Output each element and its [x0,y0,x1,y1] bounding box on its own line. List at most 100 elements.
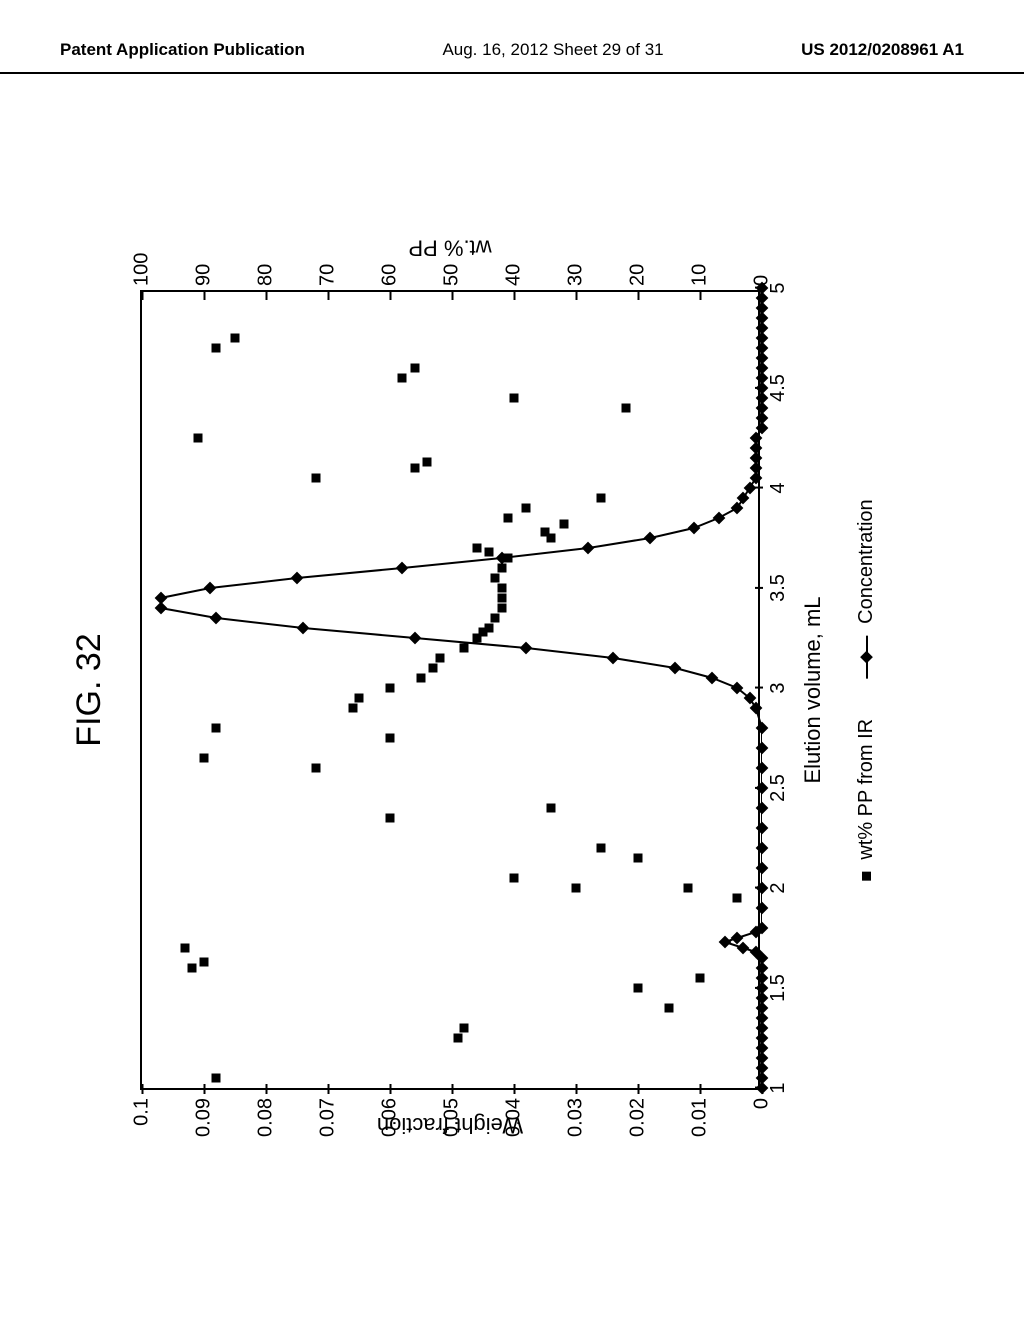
wtpp-marker [503,554,512,563]
wtpp-marker [212,344,221,353]
x-tick: 2.5 [767,774,790,802]
y-left-tick: 0.07 [317,1098,340,1158]
y-left-tick: 0.01 [689,1098,712,1158]
wtpp-marker [541,528,550,537]
wtpp-marker [485,624,494,633]
wtpp-marker [417,674,426,683]
y-left-tick: 0.09 [193,1098,216,1158]
y-right-tick: 0 [751,242,774,286]
wtpp-marker [572,884,581,893]
wtpp-marker [212,1074,221,1083]
y-right-tick: 100 [131,242,154,286]
y-left-tick: 0.04 [503,1098,526,1158]
figure-title: FIG. 32 [70,160,109,1220]
y-right-tick: 90 [193,242,216,286]
y-left-tick: 0.02 [627,1098,650,1158]
chart-plot-area: Weight fraction wt.% PP Elution volume, … [140,290,760,1090]
y-left-tick: 0.08 [255,1098,278,1158]
wtpp-marker [491,614,500,623]
wtpp-marker [497,594,506,603]
legend-item-concentration: Concentration [855,499,878,679]
wtpp-marker [510,874,519,883]
wtpp-marker [200,958,209,967]
figure-rotated: FIG. 32 Weight fraction wt.% PP Elution … [60,160,964,1220]
wtpp-marker [386,814,395,823]
y-right-tick: 10 [689,242,712,286]
header-center: Aug. 16, 2012 Sheet 29 of 31 [442,40,663,60]
wtpp-marker [212,724,221,733]
wtpp-marker [386,734,395,743]
wtpp-marker [683,884,692,893]
wtpp-marker [398,374,407,383]
x-tick: 4 [767,482,790,493]
wtpp-marker [460,1024,469,1033]
wtpp-marker [181,944,190,953]
wtpp-marker [311,474,320,483]
wtpp-marker [311,764,320,773]
square-marker-icon [862,872,871,881]
wtpp-marker [187,964,196,973]
wtpp-marker [193,434,202,443]
wtpp-marker [596,844,605,853]
wtpp-marker [348,704,357,713]
wtpp-marker [497,584,506,593]
header-right: US 2012/0208961 A1 [801,40,964,60]
legend-label-wtpp: wt% PP from IR [855,719,878,860]
y-right-tick: 30 [565,242,588,286]
y-right-tick: 80 [255,242,278,286]
wtpp-marker [733,894,742,903]
diamond-line-icon [862,636,871,679]
concentration-line [142,288,762,1088]
page-header: Patent Application Publication Aug. 16, … [0,40,1024,74]
wtpp-marker [547,804,556,813]
x-axis-label: Elution volume, mL [800,596,826,783]
y-left-tick: 0 [751,1098,774,1158]
wtpp-marker [410,464,419,473]
header-left: Patent Application Publication [60,40,305,60]
y-right-tick: 40 [503,242,526,286]
wtpp-marker [460,644,469,653]
x-tick: 3 [767,682,790,693]
y-left-tick: 0.03 [565,1098,588,1158]
wtpp-marker [491,574,500,583]
chart-legend: wt% PP from IR Concentration [855,499,878,880]
y-right-tick: 60 [379,242,402,286]
wtpp-marker [497,604,506,613]
wtpp-marker [522,504,531,513]
wtpp-marker [231,334,240,343]
wtpp-marker [503,514,512,523]
x-tick: 2 [767,882,790,893]
wtpp-marker [410,364,419,373]
x-tick: 1 [767,1082,790,1093]
wtpp-marker [435,654,444,663]
y-right-tick: 50 [441,242,464,286]
wtpp-marker [634,984,643,993]
wtpp-marker [510,394,519,403]
wtpp-marker [559,520,568,529]
wtpp-marker [621,404,630,413]
y-right-tick: 70 [317,242,340,286]
wtpp-marker [386,684,395,693]
wtpp-marker [665,1004,674,1013]
y-left-tick: 0.1 [131,1098,154,1158]
y-left-tick: 0.06 [379,1098,402,1158]
wtpp-marker [596,494,605,503]
x-tick: 3.5 [767,574,790,602]
wtpp-marker [355,694,364,703]
wtpp-marker [485,548,494,557]
wtpp-marker [423,458,432,467]
wtpp-marker [634,854,643,863]
wtpp-marker [472,544,481,553]
legend-item-wtpp: wt% PP from IR [855,719,878,881]
x-tick: 4.5 [767,374,790,402]
wtpp-marker [696,974,705,983]
y-left-tick: 0.05 [441,1098,464,1158]
figure-container: FIG. 32 Weight fraction wt.% PP Elution … [60,160,964,1220]
wtpp-marker [454,1034,463,1043]
legend-label-concentration: Concentration [855,499,878,624]
wtpp-marker [497,564,506,573]
x-tick: 1.5 [767,974,790,1002]
wtpp-marker [200,754,209,763]
wtpp-marker [429,664,438,673]
y-right-tick: 20 [627,242,650,286]
